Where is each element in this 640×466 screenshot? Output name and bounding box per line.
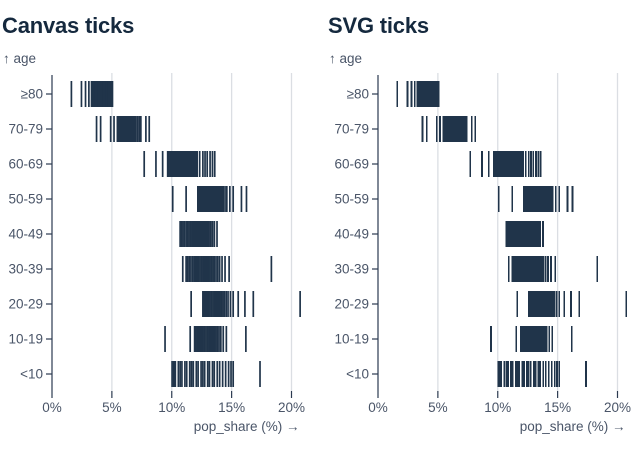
x-tick-label: 15% [544,400,571,415]
y-tick-label: 70-79 [334,122,369,137]
svg-ticks-barcode-chart: ≥80 70-79 60-69 50-59 40-49 30-39 20-29 10-19 <1… [334,73,631,434]
panel-svg-ticks: SVG ticks ↑ age ≥80 70-79 60-69 50-59 40-49 3… [320,0,640,466]
y-tick-label: 50-59 [8,192,43,207]
y-tick-label: <10 [20,367,43,382]
y-tick-label: 70-79 [8,122,43,137]
x-tick-label: 5% [102,400,122,415]
y-tick-label: ≥80 [21,87,43,102]
x-tick-label: 0% [42,400,62,415]
y-tick-label: 30-39 [8,262,43,277]
x-tick-label: 10% [158,400,185,415]
x-axis-label: pop_share (%) → [520,419,626,434]
x-tick-label: 10% [484,400,511,415]
x-tick-label: 15% [218,400,245,415]
canvas-ticks-barcode-chart: ≥80 70-79 60-69 50-59 40-49 30-39 20-29 10-19 <1… [8,73,305,434]
y-tick-label: ≥80 [347,87,369,102]
panel-canvas-ticks: Canvas ticks ↑ age ≥80 70-79 60-69 50-59 40-… [2,13,305,434]
y-axis-label-canvas: ↑ age [3,51,37,67]
y-tick-label: 60-69 [334,157,369,172]
y-tick-label: 20-29 [8,297,43,312]
y-tick-label: 50-59 [334,192,369,207]
y-axis-label-svg: ↑ age [329,51,363,67]
y-tick-label: 20-29 [334,297,369,312]
y-tick-label: 60-69 [8,157,43,172]
y-tick-label: <10 [346,367,369,382]
x-axis-label: pop_share (%) → [194,419,300,434]
y-tick-label: 10-19 [334,332,369,347]
x-tick-label: 20% [278,400,305,415]
x-tick-label: 20% [604,400,631,415]
x-tick-label: 0% [368,400,388,415]
y-tick-label: 10-19 [8,332,43,347]
panel-title-svg: SVG ticks [328,13,429,38]
y-tick-label: 40-49 [334,227,369,242]
y-tick-label: 30-39 [334,262,369,277]
x-tick-label: 5% [428,400,448,415]
panel-title-canvas: Canvas ticks [2,13,135,38]
y-tick-label: 40-49 [8,227,43,242]
